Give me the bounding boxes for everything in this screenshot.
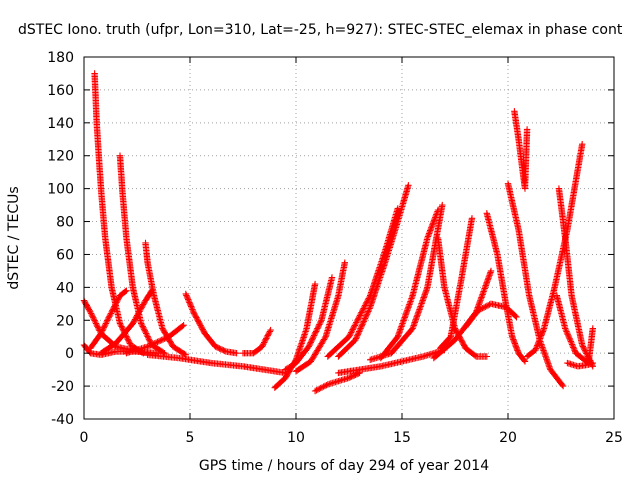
- series-points: [564, 359, 596, 370]
- series-points: [553, 292, 596, 367]
- series-markers: [182, 290, 240, 357]
- x-tick-label: 0: [80, 430, 89, 446]
- series-markers: [564, 359, 596, 370]
- series-points: [555, 185, 596, 370]
- y-tick-label: 120: [47, 149, 74, 165]
- y-tick-label: 100: [47, 182, 74, 198]
- y-tick-label: 160: [47, 83, 74, 99]
- y-tick-label: 40: [56, 280, 74, 296]
- series-points: [335, 346, 448, 377]
- series-markers: [555, 185, 596, 370]
- series-markers: [239, 326, 274, 357]
- y-tick-label: 0: [65, 346, 74, 362]
- series-points: [239, 326, 274, 357]
- series-markers: [292, 259, 348, 375]
- series-points: [324, 205, 401, 360]
- x-tick-label: 20: [499, 430, 517, 446]
- series-points: [504, 180, 567, 390]
- series-points: [437, 215, 476, 352]
- series-markers: [144, 351, 289, 377]
- y-tick-label: -20: [51, 379, 74, 395]
- series-points: [434, 234, 490, 360]
- y-tick-label: -40: [51, 412, 74, 428]
- plot-frame: [83, 56, 615, 420]
- series-points: [144, 351, 289, 377]
- x-tick-label: 25: [605, 430, 623, 446]
- series-markers: [335, 182, 412, 360]
- series-markers: [511, 108, 531, 192]
- series-markers: [483, 210, 529, 365]
- series-markers: [97, 287, 155, 357]
- grid: [84, 57, 614, 419]
- series-points: [97, 287, 155, 357]
- series-points: [311, 369, 363, 395]
- series-markers: [335, 346, 448, 377]
- ticks: 0 5 10 15 20 25 -40 -20 0 20 40 60 80 100 120 140 160 180: [47, 50, 623, 446]
- series-markers: [504, 180, 567, 390]
- series-markers: [282, 274, 336, 373]
- y-tick-label: 80: [56, 215, 74, 231]
- series-points: [116, 152, 168, 357]
- series-points: [87, 287, 130, 352]
- series-points: [511, 108, 531, 192]
- series-markers: [87, 287, 130, 352]
- series-points: [367, 201, 446, 363]
- series-points: [377, 206, 442, 362]
- y-tick-label: 20: [56, 313, 74, 329]
- y-tick-label: 180: [47, 50, 74, 66]
- chart-title: dSTEC Iono. truth (ufpr, Lon=310, Lat=-2…: [18, 22, 623, 38]
- series-points: [335, 182, 412, 360]
- x-tick-label: 5: [186, 430, 195, 446]
- series-points: [182, 290, 240, 357]
- x-axis-label: GPS time / hours of day 294 of year 2014: [199, 458, 489, 474]
- series-markers: [377, 206, 442, 362]
- x-tick-label: 15: [393, 430, 411, 446]
- series-points: [123, 322, 187, 357]
- series-markers: [553, 292, 596, 367]
- series-points: [292, 259, 348, 375]
- series-markers: [367, 201, 446, 363]
- series-markers: [311, 369, 363, 395]
- y-tick-label: 140: [47, 116, 74, 132]
- series-markers: [434, 234, 490, 360]
- series-markers: [437, 215, 476, 352]
- y-tick-label: 60: [56, 247, 74, 263]
- y-axis-label: dSTEC / TECUs: [6, 186, 22, 289]
- series-markers: [116, 152, 168, 357]
- series-points: [483, 210, 529, 365]
- series-points: [282, 274, 336, 373]
- data-series: [80, 70, 596, 395]
- x-tick-label: 10: [287, 430, 305, 446]
- series-markers: [123, 322, 187, 357]
- series-markers: [324, 205, 401, 360]
